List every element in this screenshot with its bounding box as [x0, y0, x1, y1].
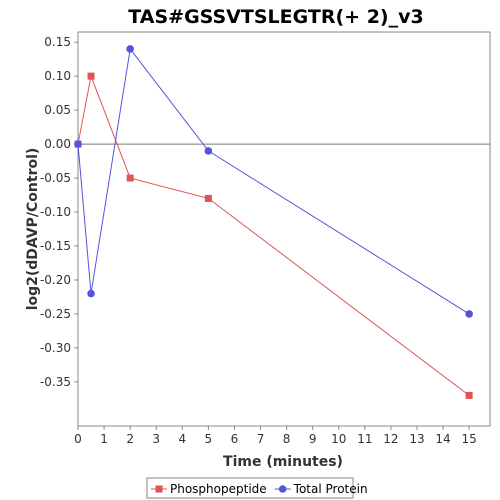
data-point: [87, 72, 95, 80]
x-tick-label: 5: [205, 432, 213, 446]
y-tick-label: 0.05: [44, 103, 71, 117]
y-tick-label: -0.25: [40, 307, 71, 321]
data-point: [465, 310, 473, 318]
x-tick-label: 9: [309, 432, 317, 446]
series-layer: [74, 45, 473, 399]
x-tick-label: 3: [152, 432, 160, 446]
x-axis: 0 1 2 3 4 5 6 7 8 9 10 11 12 13 14 15: [74, 426, 477, 446]
y-tick-label: 0.10: [44, 69, 71, 83]
x-tick-label: 0: [74, 432, 82, 446]
y-axis-title: log2(dDAVP/Control): [25, 148, 41, 311]
x-tick-label: 6: [231, 432, 239, 446]
y-tick-label: -0.05: [40, 171, 71, 185]
x-tick-label: 13: [409, 432, 424, 446]
data-point: [465, 391, 473, 399]
data-point: [204, 194, 212, 202]
y-tick-label: -0.10: [40, 205, 71, 219]
data-point: [87, 289, 95, 298]
legend-label: Phosphopeptide: [170, 482, 267, 496]
y-tick-label: -0.30: [40, 341, 71, 355]
data-point: [74, 140, 82, 148]
x-tick-label: 8: [283, 432, 291, 446]
y-axis: 0.15 0.10 0.05 0.00 -0.05 -0.10 -0.15 -0.20 -0.2…: [40, 35, 78, 389]
data-point: [126, 174, 134, 182]
y-tick-label: -0.35: [40, 375, 71, 389]
legend-marker: [155, 485, 163, 493]
legend: Phosphopeptide Total Protein: [146, 477, 368, 499]
y-tick-label: 0.15: [44, 35, 71, 49]
data-point: [204, 147, 213, 155]
x-tick-label: 7: [257, 432, 265, 446]
legend-marker: [278, 485, 287, 493]
x-tick-label: 10: [331, 432, 346, 446]
x-tick-label: 1: [100, 432, 108, 446]
x-tick-label: 11: [357, 432, 372, 446]
legend-label: Total Protein: [293, 482, 368, 496]
x-tick-label: 15: [461, 432, 476, 446]
chart-title: TAS#GSSVTSLEGTR(+ 2)_v3: [128, 6, 423, 28]
legend-box: [146, 477, 354, 499]
y-tick-label: -0.15: [40, 239, 71, 253]
x-tick-label: 2: [126, 432, 134, 446]
plot-area: [77, 31, 491, 427]
y-tick-label: 0.00: [44, 137, 71, 151]
series-total-protein: [74, 45, 473, 318]
x-axis-title: Time (minutes): [223, 454, 343, 470]
data-point: [126, 45, 134, 53]
x-tick-label: 4: [178, 432, 186, 446]
x-tick-label: 12: [383, 432, 398, 446]
x-tick-label: 14: [435, 432, 450, 446]
y-tick-label: -0.20: [40, 273, 71, 287]
